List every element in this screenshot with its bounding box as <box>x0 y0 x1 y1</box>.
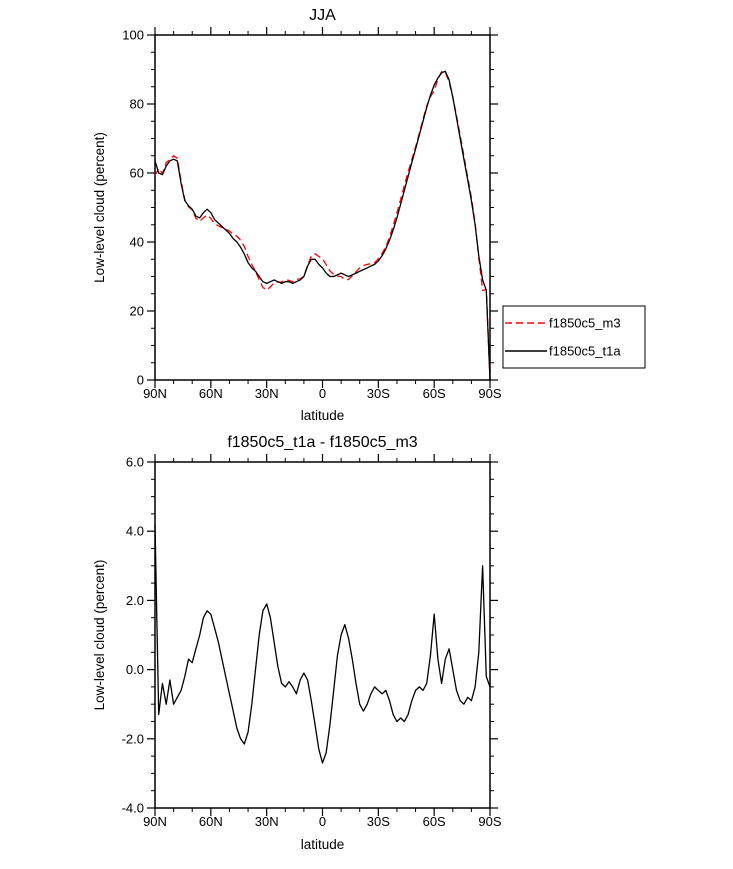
y-tick-label: 6.0 <box>126 455 144 470</box>
series-line-f1850c5_m3 <box>154 70 491 379</box>
chart-2: f1850c5_t1a - f1850c5_m3 latitude Low-leve… <box>92 434 502 852</box>
y-tick-label: 80 <box>130 97 144 112</box>
x-tick-label: 30N <box>255 814 279 829</box>
series-line-f1850c5_t1a - f1850c5_m3 <box>154 524 491 764</box>
x-tick-label: 90S <box>478 814 501 829</box>
y-axis-label: Low-level cloud (percent) <box>92 132 107 283</box>
x-tick-label: 0 <box>319 386 326 401</box>
y-tick-label: 60 <box>130 166 144 181</box>
x-tick-label: 60N <box>199 386 223 401</box>
y-tick-label: 0 <box>137 373 144 388</box>
chart-title: JJA <box>309 7 336 24</box>
y-tick-label: 2.0 <box>126 593 144 608</box>
series-line-f1850c5_t1a <box>154 70 491 381</box>
x-axis-label: latitude <box>301 837 345 852</box>
x-tick-label: 60S <box>423 814 446 829</box>
chart-1: JJA latitude Low-level cloud (percent) 90N 6… <box>92 7 646 423</box>
legend-label: f1850c5_t1a <box>549 344 621 359</box>
x-tick-label: 30S <box>367 814 390 829</box>
plot-frame <box>154 34 491 381</box>
y-tick-label: 100 <box>122 28 144 43</box>
x-tick-label: 30S <box>367 386 390 401</box>
x-tick-label: 60S <box>423 386 446 401</box>
x-tick-label: 60N <box>199 814 223 829</box>
x-tick-label: 90S <box>478 386 501 401</box>
legend: f1850c5_m3 f1850c5_t1a <box>502 305 646 369</box>
plot-frame <box>154 461 491 809</box>
chart-title: f1850c5_t1a - f1850c5_m3 <box>227 434 417 451</box>
y-tick-label: -2.0 <box>122 731 144 746</box>
x-tick-label: 90N <box>143 814 167 829</box>
legend-box <box>502 305 646 369</box>
x-tick-label: 30N <box>255 386 279 401</box>
y-tick-label: 40 <box>130 235 144 250</box>
y-tick-label: 20 <box>130 304 144 319</box>
y-tick-label: -4.0 <box>122 801 144 816</box>
x-axis-label: latitude <box>301 408 345 423</box>
y-tick-label: 4.0 <box>126 524 144 539</box>
y-axis-label: Low-level cloud (percent) <box>92 560 107 711</box>
x-tick-label: 90N <box>143 386 167 401</box>
legend-label: f1850c5_m3 <box>549 316 621 331</box>
y-tick-label: 0.0 <box>126 662 144 677</box>
x-tick-label: 0 <box>319 814 326 829</box>
